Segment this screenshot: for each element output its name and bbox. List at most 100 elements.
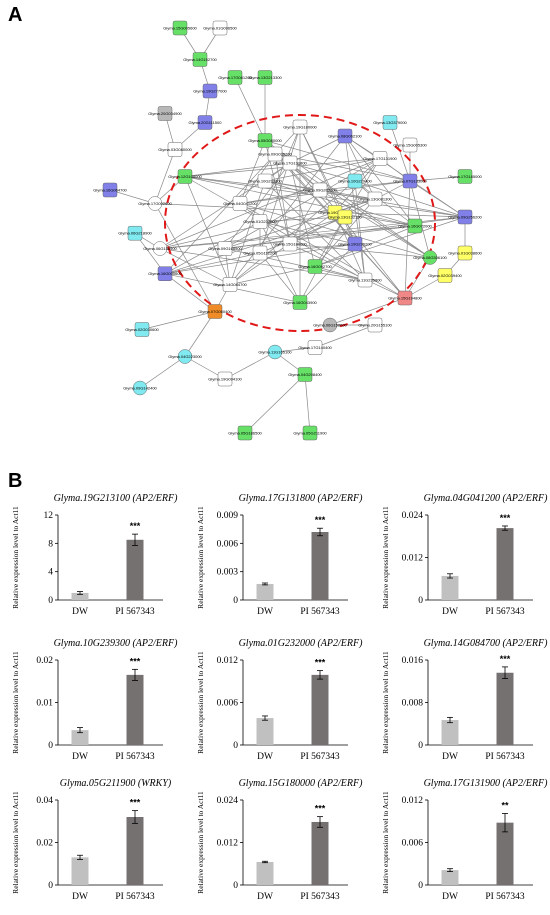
chart-title: Glyma.10G239300 (AP2/ERF) (54, 638, 179, 649)
network-edge (274, 153, 321, 191)
network-node: Glyma.09G168500 (208, 241, 243, 256)
network-node: Glyma.19G180000 (283, 119, 318, 135)
network-edge (289, 135, 346, 164)
bar (311, 532, 329, 600)
y-axis-label: Relative expression level to Act11 (196, 651, 205, 754)
significance-label: *** (130, 521, 141, 531)
node-shape (157, 266, 173, 281)
network-edge (164, 273, 216, 312)
chart-title: Glyma.14G084700 (AP2/ERF) (424, 638, 549, 649)
network-node: Glyma.17G002600 (138, 196, 173, 211)
node-shape (177, 169, 193, 184)
bar (496, 672, 514, 745)
x-tick-label: DW (442, 892, 458, 902)
network-edge (239, 140, 266, 204)
x-tick-label: DW (442, 752, 458, 762)
network-node: Glyma.15G194800 (388, 290, 423, 306)
node-shape (312, 182, 328, 198)
y-tick-label: 0 (48, 881, 53, 891)
network-node: Glyma.06G158000 (313, 317, 348, 333)
y-tick-label: 0.04 (36, 796, 53, 806)
x-tick-label: DW (257, 892, 273, 902)
node-label: Glyma.17G131900 (363, 156, 397, 161)
node-label: Glyma.13G213300 (248, 75, 282, 80)
network-edge (164, 221, 261, 275)
node-label: Glyma.16G072000 (398, 224, 432, 229)
chart-title: Glyma.17G131800 (AP2/ERF) (239, 493, 364, 504)
network-edge (184, 176, 231, 285)
y-tick-label: 0.006 (402, 839, 424, 849)
x-tick-label: PI 567343 (300, 607, 340, 617)
network-node: Glyma.20G111500 (189, 115, 222, 130)
network-edge (159, 158, 381, 249)
node-shape (197, 115, 213, 130)
network-node: Glyma.08G062100 (328, 128, 363, 144)
node-label: Glyma.02G039400 (428, 273, 462, 278)
node-label: Glyma.04G208400 (288, 372, 322, 377)
bar (256, 718, 274, 745)
node-shape (367, 191, 383, 207)
node-shape (347, 173, 363, 189)
chart-title: Glyma.05G211900 (WRKY) (60, 778, 172, 789)
node-shape (217, 241, 233, 256)
bar (311, 821, 329, 885)
network-node: Glyma.15G005300 (393, 137, 428, 153)
network-edge (244, 374, 306, 434)
node-shape (457, 209, 473, 225)
node-shape (147, 196, 163, 211)
network-edge (224, 216, 466, 249)
network-edge (229, 135, 346, 285)
network-node: Glyma.19G094100 (208, 371, 243, 387)
node-label: Glyma.04G223000 (168, 354, 202, 359)
node-shape (282, 236, 298, 252)
bar-chart-svg: Glyma.17G131800 (AP2/ERF) Relative expres… (196, 493, 363, 617)
bar-chart: Glyma.15G180000 (AP2/ERF) Relative expres… (195, 775, 375, 915)
x-tick-label: PI 567343 (115, 752, 155, 762)
bar-chart: Glyma.14G084700 (AP2/ERF) Relative expres… (380, 635, 550, 775)
network-edge (264, 180, 466, 218)
network-edge (314, 216, 466, 267)
node-shape (207, 304, 223, 319)
network-node: Glyma.04G041200 (223, 196, 258, 211)
node-shape (357, 272, 373, 288)
y-tick-label: 0 (233, 596, 238, 606)
network-node: Glyma.20G034900 (148, 106, 183, 121)
network-edge (344, 135, 376, 200)
network-edge (304, 374, 311, 434)
significance-label: *** (130, 656, 141, 666)
network-node: Glyma.13G213300 (248, 70, 283, 85)
network-node: Glyma.16G043900 (283, 295, 318, 310)
y-tick-label: 8 (48, 539, 53, 549)
node-shape (157, 106, 173, 121)
node-shape (127, 225, 143, 241)
node-shape (307, 259, 323, 274)
y-tick-label: 0.012 (402, 554, 424, 564)
network-edge (259, 221, 356, 245)
y-tick-label: 0.012 (402, 796, 424, 806)
node-label: Glyma.19G180000 (283, 125, 317, 130)
node-shape (237, 425, 253, 441)
node-shape (382, 115, 398, 130)
network-node: Glyma.09G207000 (303, 182, 338, 198)
network-node: Glyma.06G156900 (143, 241, 178, 256)
network-node: Glyma.09G030200 (258, 146, 293, 162)
network-edge (109, 189, 156, 204)
y-tick-label: 0 (48, 596, 53, 606)
bar-chart: Glyma.10G239300 (AP2/ERF) Relative expres… (10, 635, 190, 775)
network-edge (409, 176, 466, 182)
network-edge (299, 243, 356, 303)
bar-chart: Glyma.04G041200 (AP2/ERF) Relative expres… (380, 490, 550, 630)
node-shape (457, 245, 473, 261)
network-edge (329, 297, 406, 326)
node-label: Glyma.07G133000 (393, 179, 427, 184)
network-node: Glyma.09G256200 (448, 209, 483, 225)
y-axis-label: Relative expression level to Act11 (381, 791, 390, 894)
network-edge (259, 243, 356, 254)
network-node: Glyma.02G030600 (125, 322, 160, 337)
y-tick-label: 0.024 (402, 511, 424, 521)
node-shape (132, 380, 148, 396)
node-shape (217, 371, 233, 387)
network-edge (224, 225, 416, 249)
network-node: Glyma.07G133000 (393, 173, 428, 189)
network-node: Glyma.11G165100 (258, 344, 292, 360)
